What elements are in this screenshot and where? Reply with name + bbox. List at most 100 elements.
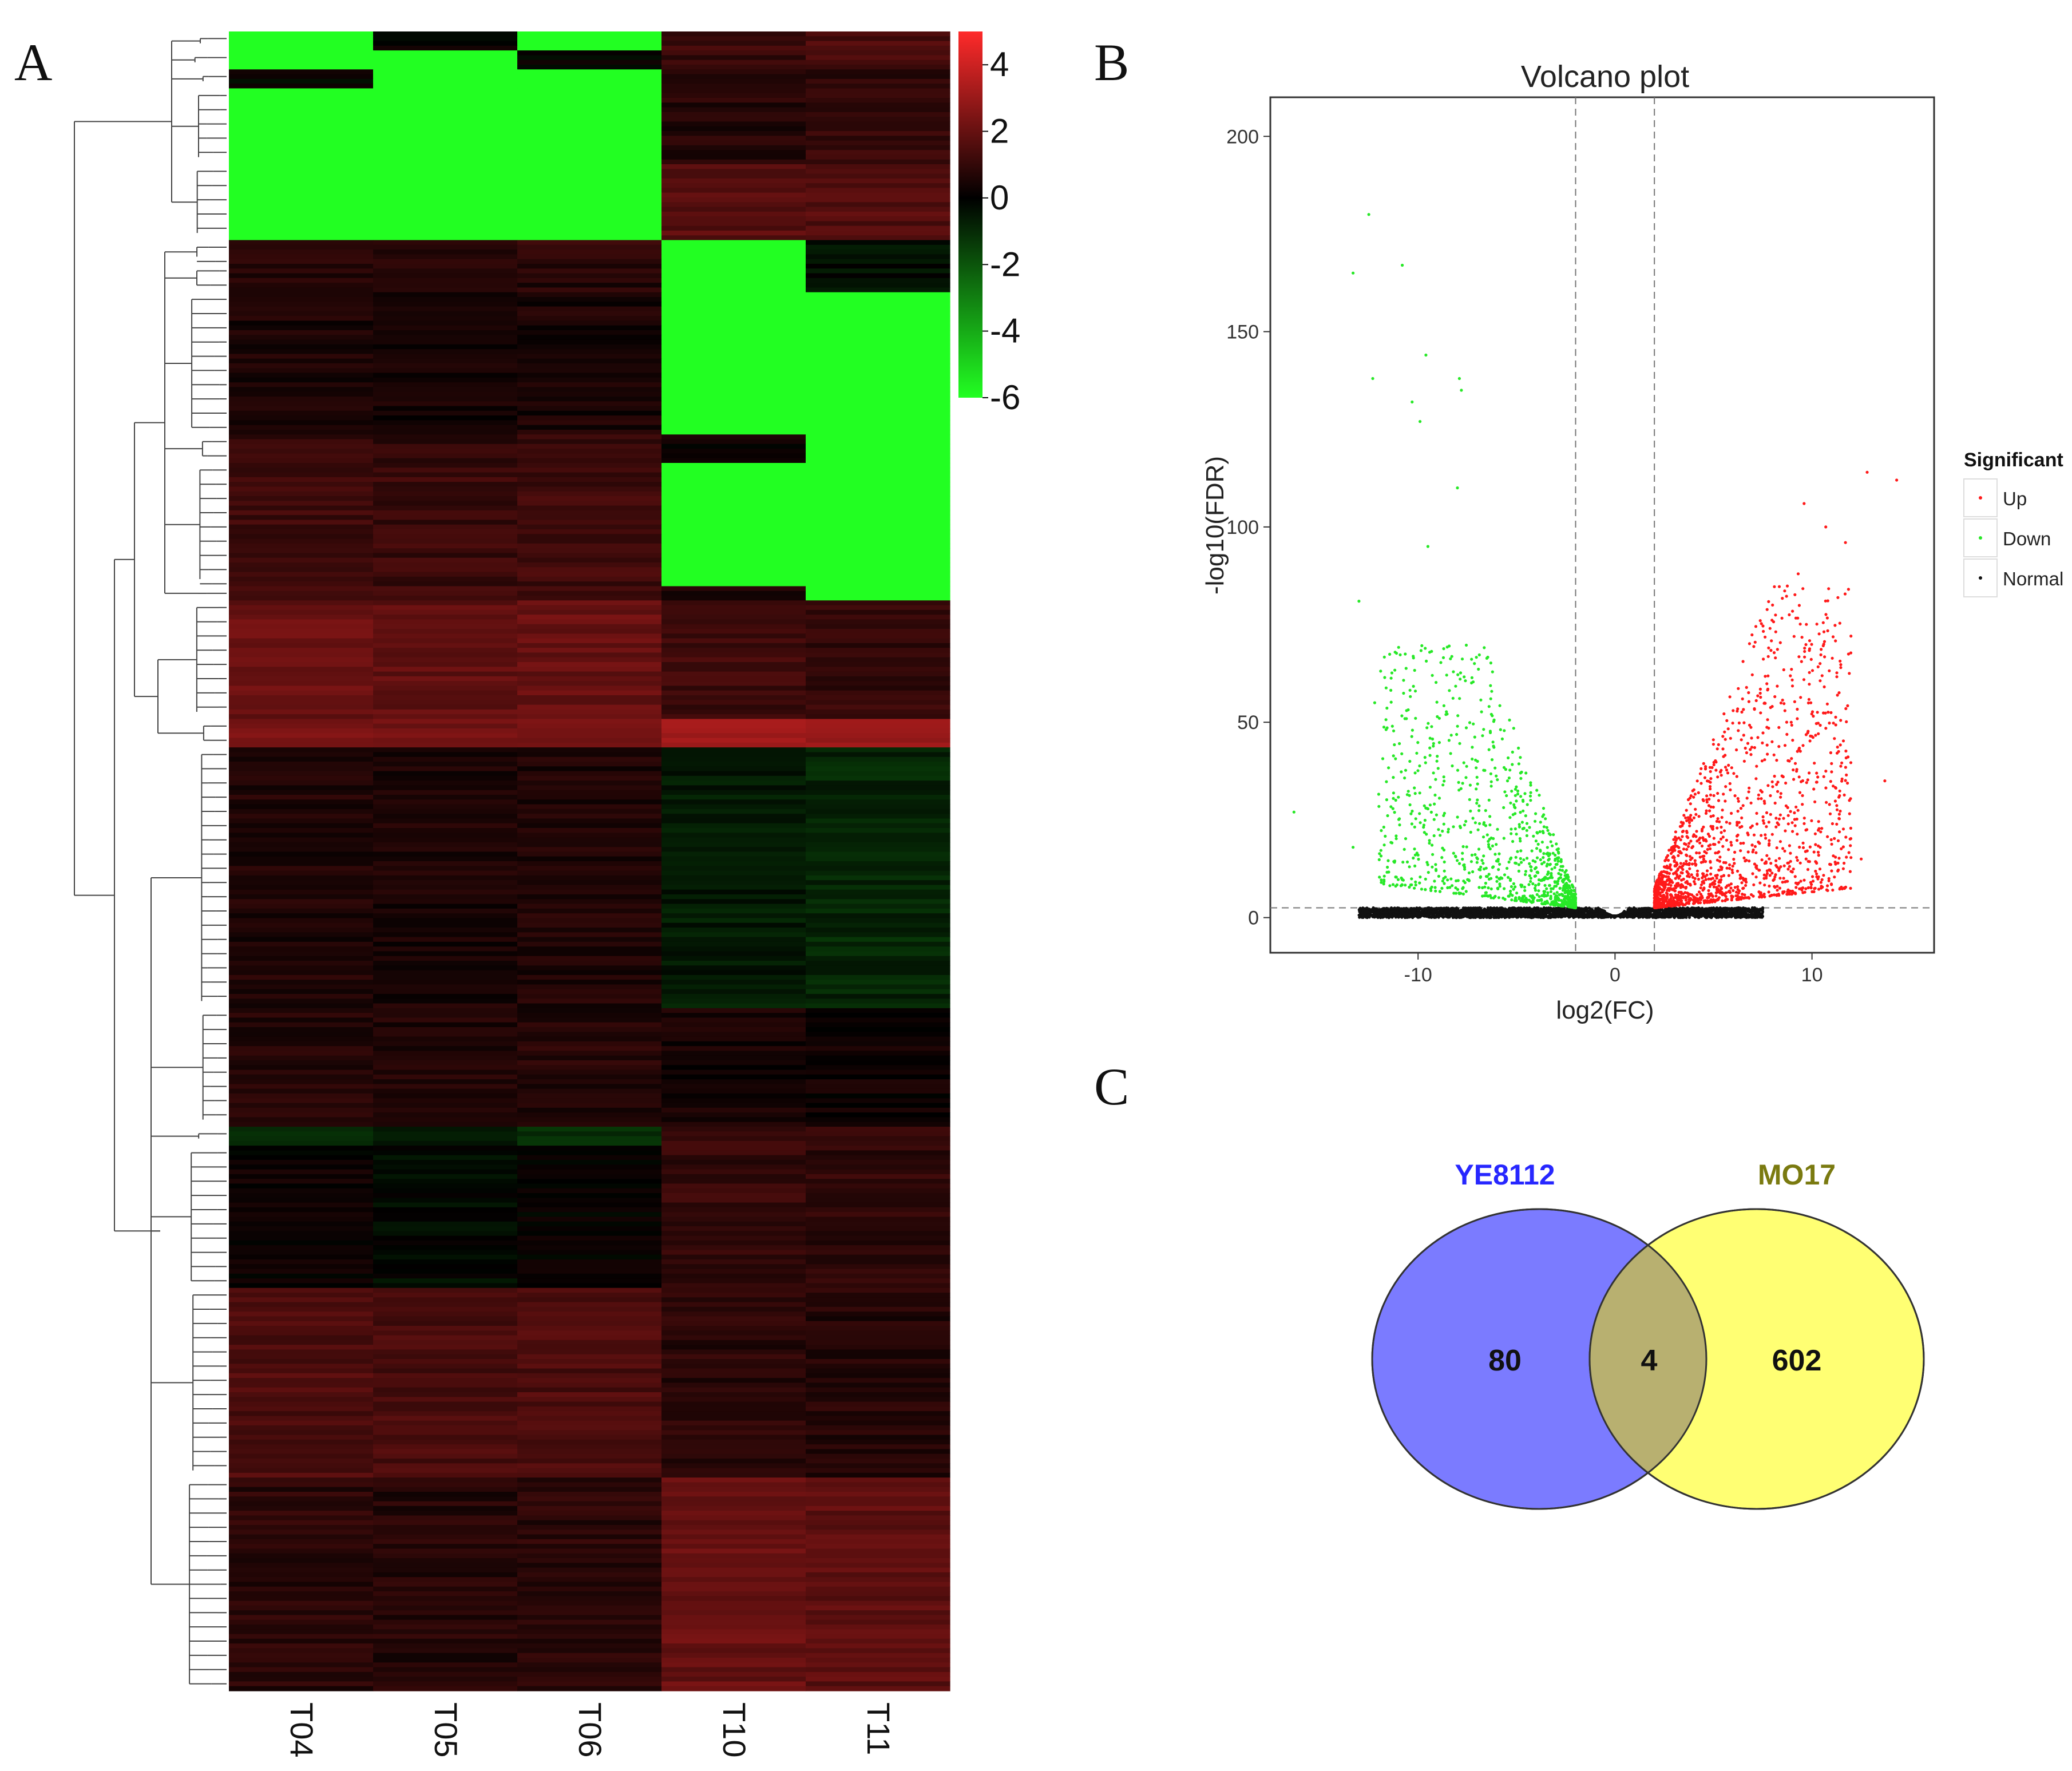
heatmap-cell <box>806 382 950 388</box>
heatmap-cell <box>229 410 374 416</box>
heatmap-cell <box>517 244 662 250</box>
heatmap-cell <box>661 354 806 359</box>
heatmap-cell <box>229 1586 374 1592</box>
heatmap-cell <box>373 1003 518 1009</box>
heatmap-cell <box>806 974 950 980</box>
heatmap-cell <box>373 254 518 260</box>
heatmap-cell <box>806 913 950 919</box>
heatmap-cell <box>517 766 662 772</box>
heatmap-cell <box>229 377 374 383</box>
heatmap-cell <box>661 1482 806 1488</box>
heatmap-cell <box>806 1069 950 1075</box>
heatmap-cell <box>517 600 662 606</box>
heatmap-cell <box>806 961 950 966</box>
volcano-point-normal <box>1504 908 1507 911</box>
heatmap-cell <box>661 652 806 658</box>
heatmap-cell <box>806 505 950 511</box>
heatmap-cell <box>661 524 806 530</box>
heatmap-cell <box>806 1202 950 1208</box>
heatmap-cell <box>806 1193 950 1198</box>
heatmap-cell <box>229 510 374 516</box>
heatmap-cell <box>373 477 518 482</box>
heatmap-cell <box>517 1686 662 1691</box>
heatmap-cell <box>373 1596 518 1602</box>
heatmap-cell <box>806 1354 950 1360</box>
heatmap-cell <box>806 325 950 331</box>
heatmap-cell <box>661 1496 806 1502</box>
heatmap-cell <box>229 1492 374 1497</box>
volcano-point-normal <box>1430 906 1433 910</box>
heatmap-cell <box>229 989 374 995</box>
heatmap-cell <box>661 1591 806 1596</box>
heatmap-cell <box>229 415 374 421</box>
heatmap-cell <box>229 434 374 440</box>
heatmap-cell <box>373 1169 518 1175</box>
heatmap-cell <box>229 1449 374 1455</box>
heatmap-cell <box>229 335 374 340</box>
heatmap-cell <box>373 1212 518 1218</box>
heatmap-cell <box>806 74 950 80</box>
heatmap-cell <box>229 1036 374 1042</box>
heatmap-cell <box>373 1065 518 1071</box>
heatmap-cell <box>373 443 518 449</box>
heatmap-cell <box>373 752 518 758</box>
heatmap-cell <box>661 1629 806 1635</box>
heatmap-cell <box>517 1553 662 1559</box>
volcano-point-normal <box>1459 911 1463 914</box>
panel-label-c: C <box>1094 1057 1129 1116</box>
heatmap-cell <box>661 1544 806 1550</box>
heatmap-cell <box>661 1198 806 1203</box>
heatmap-cell <box>373 1146 518 1151</box>
heatmap-cell <box>661 1638 806 1644</box>
heatmap-cell <box>661 292 806 298</box>
heatmap-cell <box>373 609 518 615</box>
heatmap-cell <box>373 1548 518 1554</box>
heatmap-cell <box>806 121 950 127</box>
heatmap-cell <box>661 581 806 587</box>
volcano-point-normal <box>1686 910 1689 914</box>
heatmap-cell <box>229 562 374 568</box>
heatmap-cell <box>661 600 806 606</box>
heatmap-cell <box>806 809 950 814</box>
heatmap-cell <box>373 1008 518 1013</box>
heatmap-cell <box>373 145 518 150</box>
heatmap-cell <box>517 1264 662 1270</box>
heatmap-cell <box>229 1169 374 1175</box>
heatmap-cell <box>517 709 662 715</box>
heatmap-cell <box>229 1235 374 1241</box>
heatmap-cell <box>373 600 518 606</box>
heatmap-cell <box>806 1392 950 1397</box>
heatmap-cell <box>806 93 950 98</box>
heatmap-cell <box>517 543 662 549</box>
heatmap-cell <box>806 856 950 862</box>
heatmap-cell <box>373 1226 518 1231</box>
volcano-point-normal <box>1532 912 1535 916</box>
heatmap-cell <box>661 1596 806 1602</box>
heatmap-cell <box>806 837 950 843</box>
heatmap-cell <box>229 756 374 762</box>
heatmap-cell <box>517 302 662 307</box>
heatmap-cell <box>373 221 518 227</box>
heatmap-cell <box>373 1217 518 1222</box>
heatmap-cell <box>517 1335 662 1341</box>
heatmap-cell <box>229 443 374 449</box>
heatmap-cell <box>517 762 662 767</box>
heatmap-cell <box>517 833 662 838</box>
heatmap-cell <box>661 1420 806 1426</box>
volcano-points <box>1292 213 1899 920</box>
heatmap-cell <box>229 1293 374 1298</box>
heatmap-cell <box>373 1079 518 1085</box>
panel-label-a: A <box>14 33 52 92</box>
heatmap-cell <box>806 1098 950 1104</box>
heatmap-cell <box>373 1055 518 1061</box>
heatmap-cell <box>517 1520 662 1526</box>
heatmap-cell <box>229 292 374 298</box>
volcano-point-normal <box>1646 913 1650 916</box>
heatmap-cell <box>517 60 662 65</box>
heatmap-cell <box>806 316 950 322</box>
heatmap-cell <box>806 572 950 577</box>
heatmap-cell <box>806 131 950 136</box>
heatmap-cell <box>661 676 806 682</box>
heatmap-cell <box>517 562 662 568</box>
heatmap-cell <box>661 467 806 473</box>
